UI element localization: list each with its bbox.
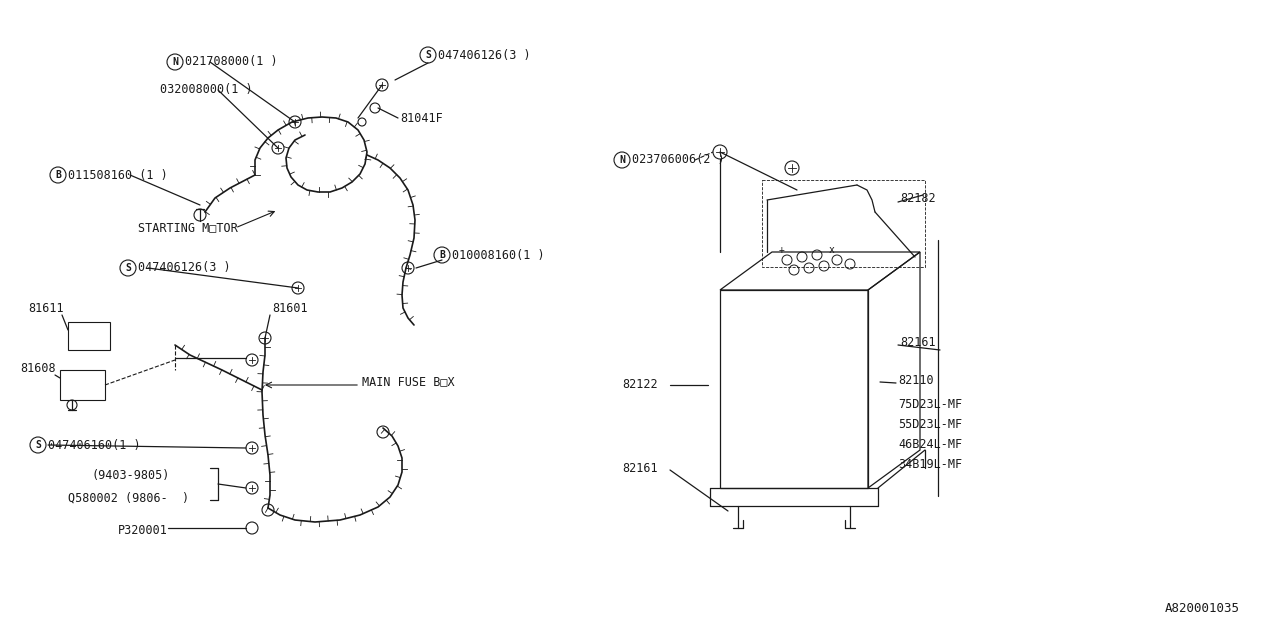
Text: N: N	[620, 155, 625, 165]
Text: S: S	[35, 440, 41, 450]
Text: STARTING M□TOR: STARTING M□TOR	[138, 221, 238, 234]
Text: 011508160 (1 ): 011508160 (1 )	[68, 168, 168, 182]
Text: Q580002 (9806-  ): Q580002 (9806- )	[68, 492, 189, 504]
Text: 82110: 82110	[899, 374, 933, 387]
Text: 34B19L-MF: 34B19L-MF	[899, 458, 963, 472]
Text: A820001035: A820001035	[1165, 602, 1240, 615]
Text: 82182: 82182	[900, 191, 936, 205]
Text: (9403-9805): (9403-9805)	[92, 468, 170, 481]
Text: 023706006(2 ): 023706006(2 )	[632, 154, 724, 166]
Bar	[60, 370, 105, 400]
Text: MAIN FUSE B□X: MAIN FUSE B□X	[362, 376, 454, 388]
Text: +: +	[780, 245, 785, 255]
Text: 010008160(1 ): 010008160(1 )	[452, 248, 544, 262]
Bar	[68, 322, 110, 350]
Text: 82161: 82161	[622, 461, 658, 474]
Text: 46B24L-MF: 46B24L-MF	[899, 438, 963, 451]
Text: S: S	[125, 263, 131, 273]
Text: x: x	[829, 245, 835, 255]
Text: 047406126(3 ): 047406126(3 )	[438, 49, 531, 61]
Text: 82122: 82122	[622, 378, 658, 392]
Text: 047406126(3 ): 047406126(3 )	[138, 262, 230, 275]
Text: 021708000(1 ): 021708000(1 )	[186, 56, 278, 68]
Text: P320001: P320001	[118, 524, 168, 536]
Text: B: B	[55, 170, 61, 180]
Text: S: S	[425, 50, 431, 60]
Text: B: B	[439, 250, 445, 260]
Text: N: N	[172, 57, 178, 67]
Text: 82161: 82161	[900, 335, 936, 349]
Text: 81608: 81608	[20, 362, 55, 374]
Text: 81041F: 81041F	[399, 111, 443, 125]
Text: 81611: 81611	[28, 301, 64, 314]
Text: 75D23L-MF: 75D23L-MF	[899, 399, 963, 412]
Text: 047406160(1 ): 047406160(1 )	[49, 438, 141, 451]
Text: 81601: 81601	[273, 301, 307, 314]
Text: 032008000(1 ): 032008000(1 )	[160, 83, 252, 97]
Text: 55D23L-MF: 55D23L-MF	[899, 419, 963, 431]
